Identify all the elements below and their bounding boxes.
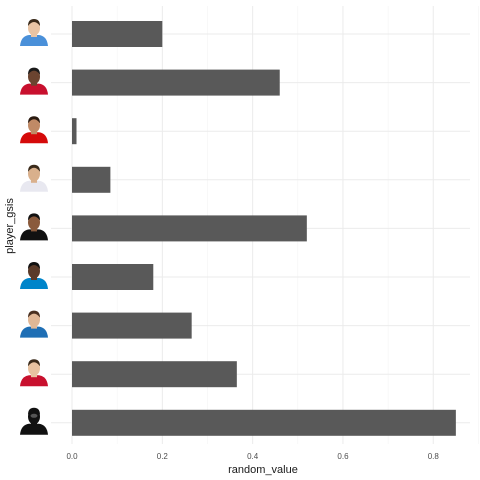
x-axis-ticks: 0.0 0.2 0.4 0.6 0.8 <box>66 452 439 461</box>
player-headshot-icon <box>20 116 48 144</box>
bar <box>72 215 307 242</box>
player-headshot-icon <box>20 67 48 95</box>
player-headshot-icon <box>20 164 48 192</box>
x-tick-label: 0.8 <box>428 452 440 461</box>
bar <box>72 118 77 145</box>
player-headshot-icon <box>20 310 48 338</box>
bar <box>72 264 154 290</box>
player-headshot-icon <box>20 359 48 387</box>
bar <box>72 409 456 436</box>
player-silhouette-icon <box>20 407 48 435</box>
x-axis-title: random_value <box>228 464 298 476</box>
player-headshot-icon <box>20 19 48 46</box>
x-tick-label: 0.6 <box>337 452 349 461</box>
x-tick-label: 0.0 <box>66 452 78 461</box>
y-axis-title: player_gsis <box>4 198 16 254</box>
bars <box>72 21 456 436</box>
player-headshot-icon <box>20 213 48 241</box>
player-headshot-icon <box>20 262 48 289</box>
x-tick-label: 0.4 <box>247 452 259 461</box>
bar <box>72 312 192 339</box>
x-tick-label: 0.2 <box>157 452 169 461</box>
bar <box>72 361 237 388</box>
bar <box>72 21 163 47</box>
y-axis-headshots <box>20 19 48 435</box>
bar <box>72 166 111 193</box>
bar <box>72 69 280 96</box>
